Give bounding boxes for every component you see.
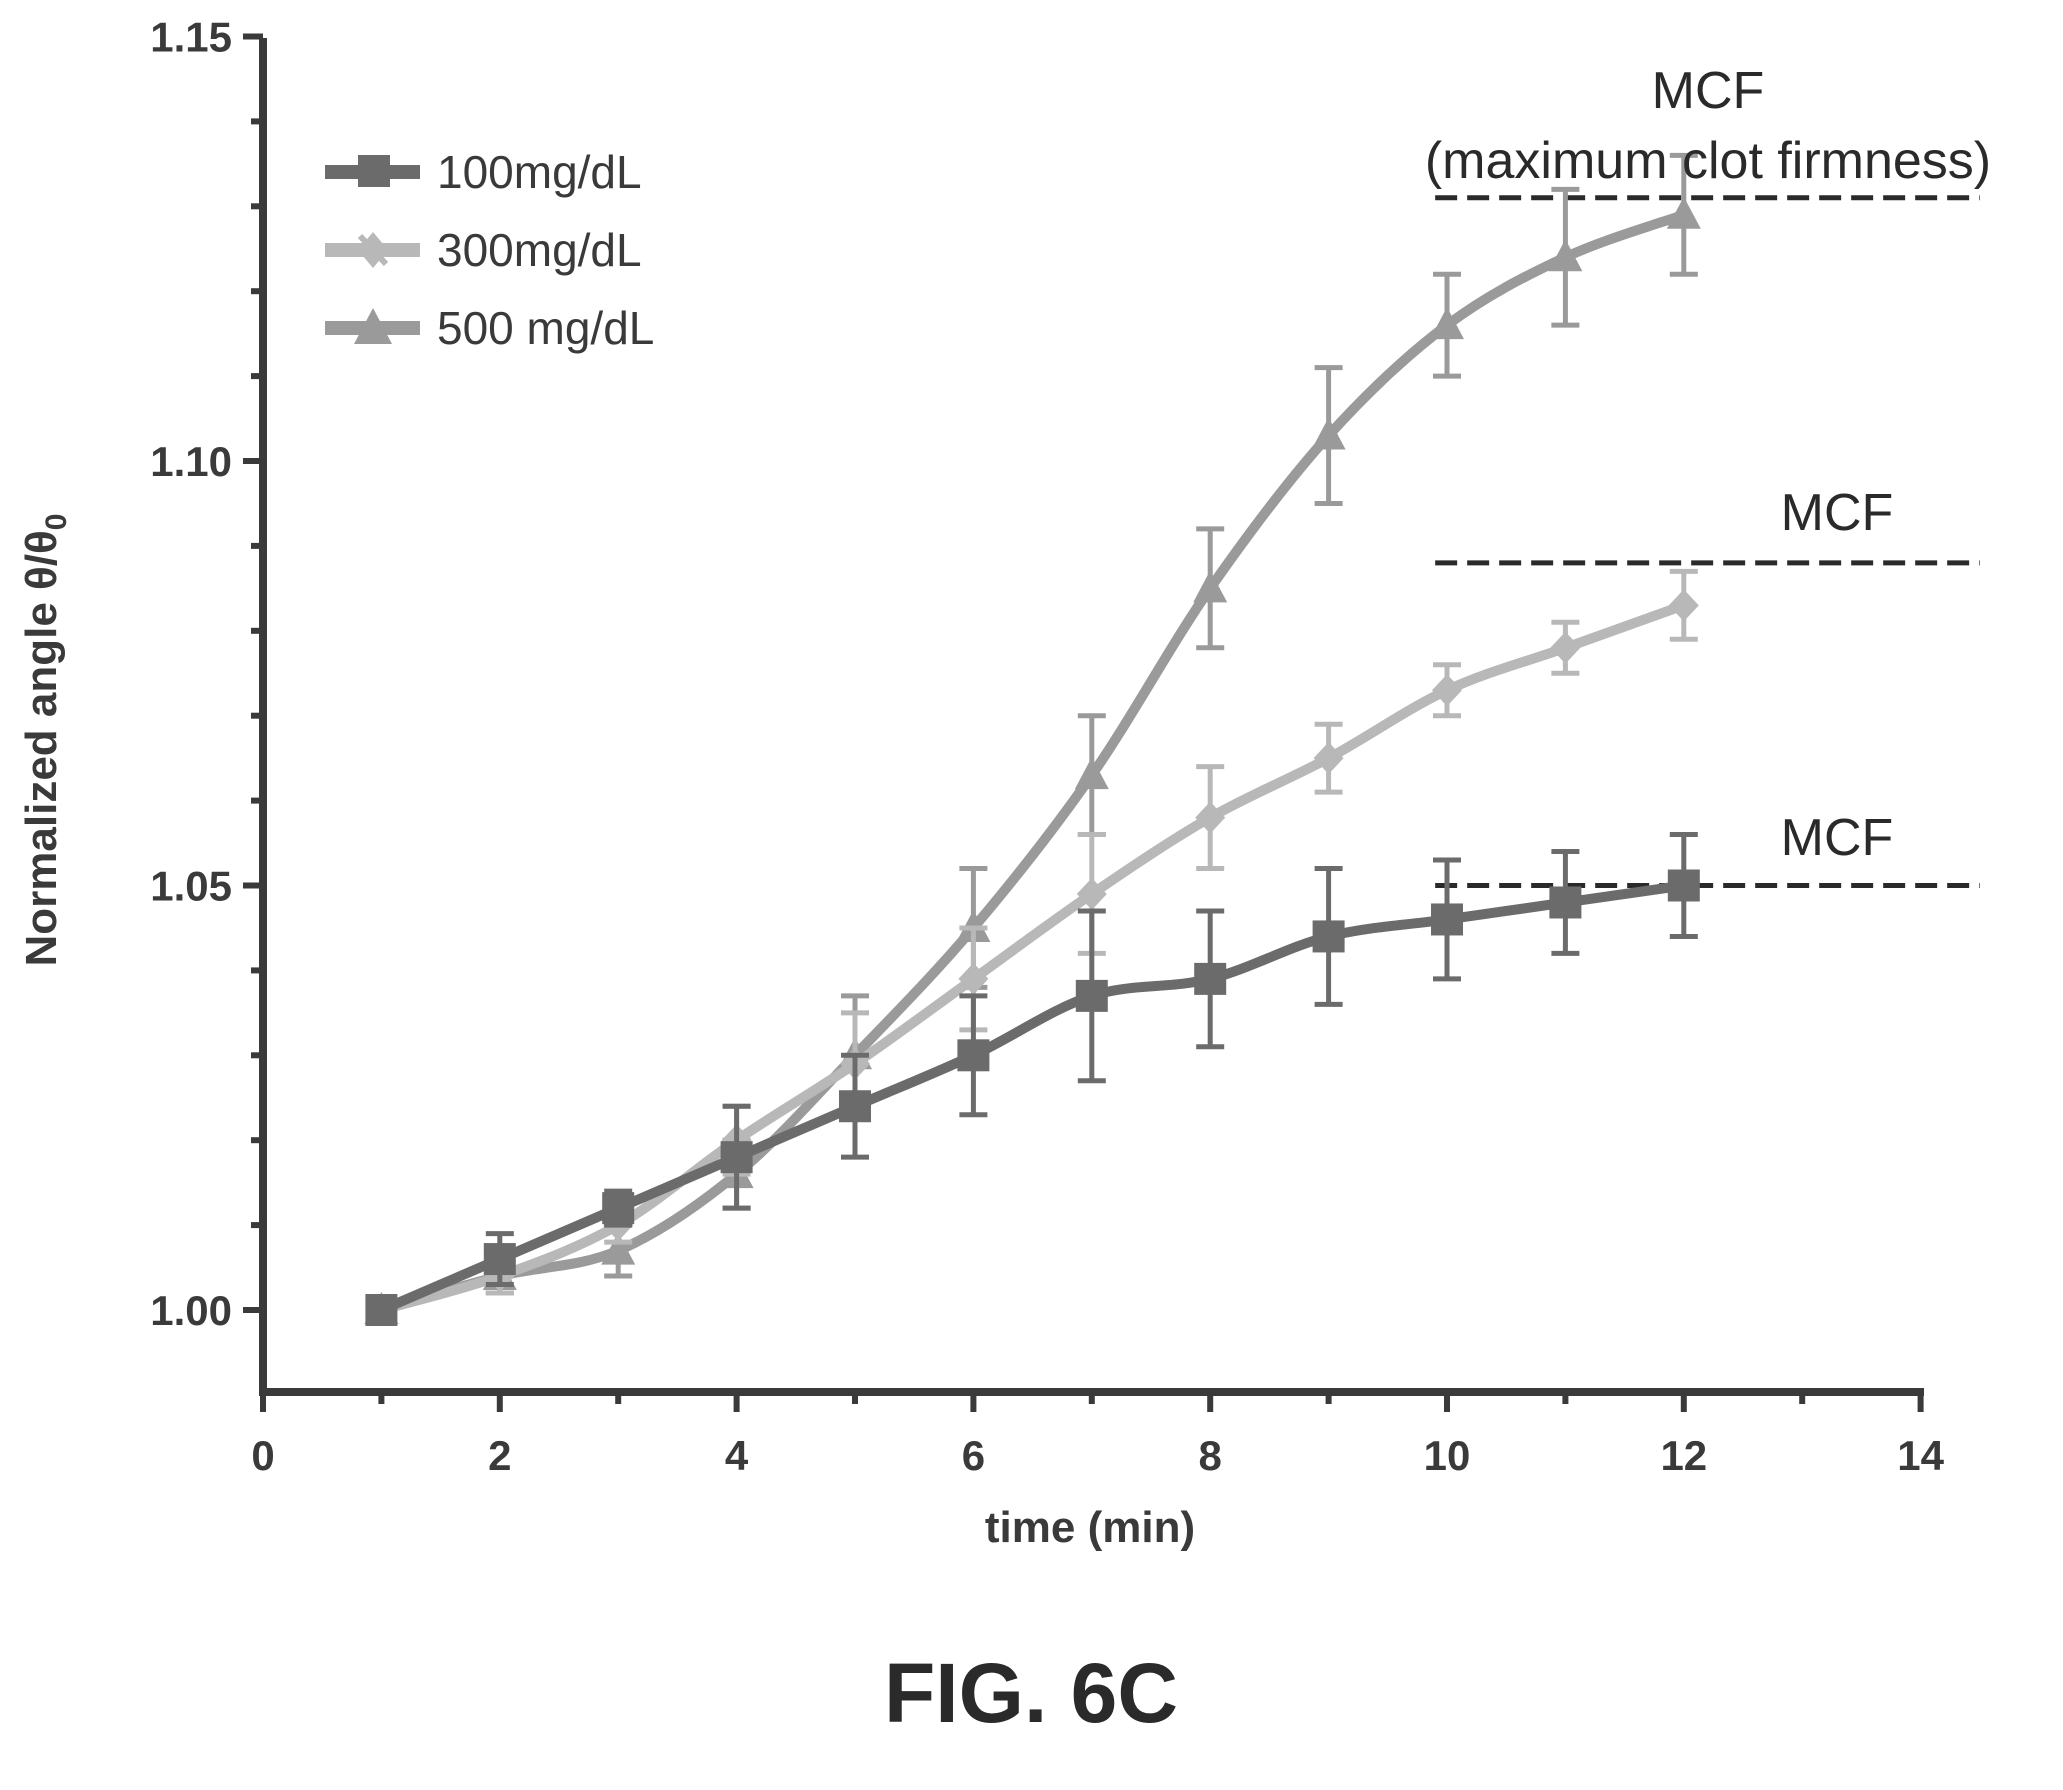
data-point-square [1312,920,1345,953]
y-tick-label: 1.15 [150,14,232,61]
legend: 100mg/dL 300mg/dL 500 mg/dL [325,146,654,354]
legend-star-arms [357,233,389,267]
legend-label-300: 300mg/dL [437,224,642,276]
y-tick-label: 1.00 [150,1287,232,1334]
data-point-star [1432,674,1462,707]
legend-label-500: 500 mg/dL [437,302,654,354]
data-point-square [1667,869,1700,902]
y-axis-title: Normalized angle θ/θ0 [17,513,73,966]
legend-square-marker [358,155,390,187]
x-tick-label: 2 [488,1432,511,1479]
data-point-triangle [601,1232,636,1265]
series-layer [364,152,1701,1326]
y-axis-ticks: 1.00 1.05 1.10 1.15 [150,14,263,1334]
plot-area [364,152,1980,1326]
data-point-star [1076,877,1107,910]
x-tick-label: 0 [251,1432,274,1479]
x-tick-label: 6 [962,1432,985,1479]
x-tick-label: 14 [1897,1432,1944,1479]
data-point-square [839,1090,871,1123]
x-tick-label: 8 [1199,1432,1222,1479]
data-point-triangle [1193,570,1228,603]
data-point-triangle [1311,417,1346,450]
legend-label-100: 100mg/dL [437,146,642,198]
data-point-star [1668,589,1699,622]
data-point-square [1194,962,1227,995]
data-point-triangle [1548,239,1583,272]
data-point-square [365,1294,398,1326]
mcf-top-label: MCF [1652,62,1765,120]
y-axis-title-main: Normalized angle θ/θ [17,530,66,966]
mcf-middle-label: MCF [1781,484,1894,542]
legend-item-500: 500 mg/dL [325,302,654,354]
data-point-square [1431,903,1463,936]
figure-caption: FIG. 6C [884,1646,1178,1740]
data-point-triangle [1074,757,1109,790]
data-point-star [1313,742,1344,775]
mcf-bottom-label: MCF [1781,809,1894,867]
x-tick-label: 4 [725,1432,749,1479]
legend-item-300: 300mg/dL [325,224,642,276]
y-axis-title-subscript: 0 [40,513,73,530]
x-tick-label: 10 [1424,1432,1471,1479]
mcf-reference-lines [1435,195,1980,888]
data-point-square [1075,979,1108,1012]
axes: 0 2 4 6 8 10 12 14 1.00 1.05 1.10 1.15 [150,14,1944,1480]
legend-triangle-marker [354,308,392,344]
data-point-triangle [1666,196,1701,229]
data-point-star [1550,631,1581,664]
legend-item-100: 100mg/dL [325,146,642,198]
data-point-star [958,962,989,995]
x-tick-label: 12 [1660,1432,1707,1479]
data-point-square [483,1243,516,1276]
x-axis-ticks: 0 2 4 6 8 10 12 14 [251,1392,1945,1479]
y-tick-label: 1.05 [150,863,232,910]
data-point-square [720,1141,753,1174]
annotations: MCF (maximum clot firmness) MCF MCF [1425,62,1991,867]
y-tick-label: 1.10 [150,438,232,485]
series-line [376,209,1689,1315]
series-1 [366,568,1699,1326]
data-point-square [957,1039,990,1072]
data-point-square [1549,886,1582,919]
data-point-triangle [1430,307,1464,340]
mcf-top-sublabel: (maximum clot firmness) [1425,132,1991,190]
series-0 [365,832,1700,1326]
x-axis-title: time (min) [985,1503,1195,1552]
data-point-star [1195,801,1226,834]
data-point-square [602,1192,635,1225]
series-line [376,600,1689,1315]
